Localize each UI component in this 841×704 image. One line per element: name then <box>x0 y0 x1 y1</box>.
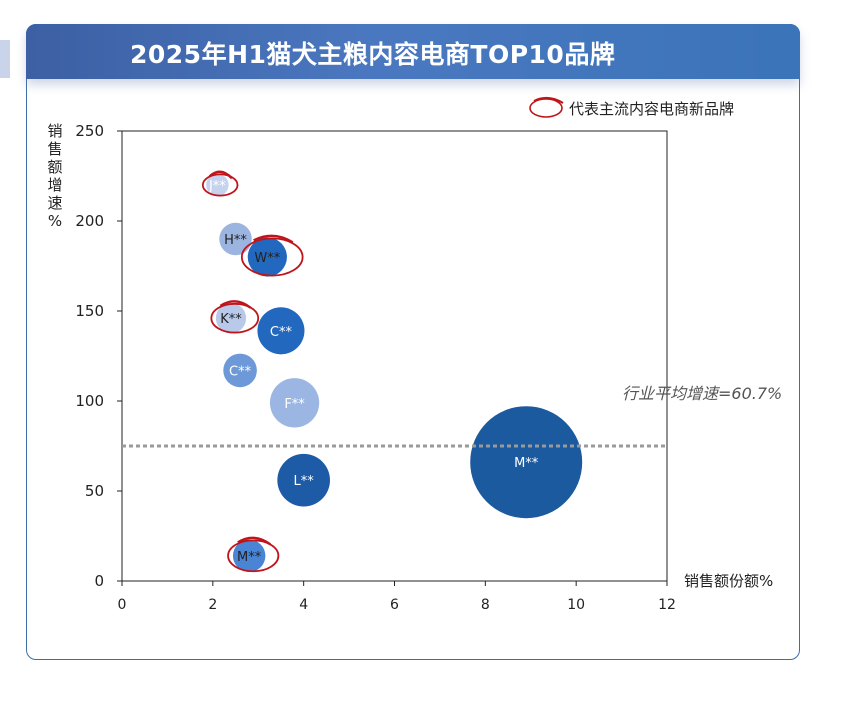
bubble-label: W** <box>254 251 280 266</box>
x-axis: 0 2 4 6 8 10 12 <box>118 581 676 613</box>
y-tick-label: 50 <box>85 482 104 500</box>
bubble-point <box>277 453 330 507</box>
x-tick-label: 0 <box>118 597 127 613</box>
legend-label: 代表主流内容电商新品牌 <box>569 100 734 118</box>
y-tick-label: 100 <box>75 392 104 410</box>
x-axis-label: 销售额份额% <box>684 572 773 590</box>
x-tick-label: 4 <box>299 597 308 613</box>
new-brand-ring <box>210 302 260 334</box>
legend: 代表主流内容电商新品牌 <box>529 97 734 118</box>
y-axis-label: 销售额增速% <box>47 122 62 230</box>
bubble-label: L** <box>294 474 315 489</box>
new-brand-ring <box>227 539 280 573</box>
y-tick-label: 150 <box>75 302 104 320</box>
page-title: 2025年H1猫犬主粮内容电商TOP10品牌 <box>130 40 616 69</box>
new-brand-swoosh <box>219 300 252 309</box>
x-tick-label: 12 <box>658 597 676 613</box>
bubble-point <box>470 406 583 519</box>
x-tick-label: 2 <box>208 597 217 613</box>
x-tick-label: 10 <box>567 597 585 613</box>
bubble-label: F** <box>284 397 305 412</box>
bubble-label: C** <box>270 325 293 340</box>
bubble-point <box>232 539 266 573</box>
bubble-label: C** <box>229 364 252 379</box>
bubble-label: H** <box>224 233 247 248</box>
plot-area <box>121 130 668 582</box>
y-tick-label: 0 <box>94 572 104 590</box>
bubble-label: J** <box>208 179 226 194</box>
y-axis: 0 50 100 150 200 250 <box>75 122 122 590</box>
bubble-series <box>206 173 583 573</box>
new-brand-swoosh <box>208 170 233 180</box>
bubble-point <box>223 353 257 388</box>
bubble-point <box>247 237 287 277</box>
new-brand-swoosh <box>237 536 271 546</box>
side-tab-decoration <box>0 40 10 78</box>
bubble-label: K** <box>220 312 242 327</box>
bubble-point <box>269 378 320 428</box>
new-brand-ring <box>240 237 304 277</box>
bubble-label: M** <box>237 550 262 565</box>
bubble-point <box>257 307 305 355</box>
y-tick-label: 200 <box>75 212 104 230</box>
bubble-point <box>215 303 247 334</box>
x-tick-label: 6 <box>390 597 399 613</box>
red-circle-mark-icon <box>529 98 563 118</box>
bubble-labels: J** H** W** C** K** C** F** L** M** M** <box>208 179 539 565</box>
y-tick-label: 250 <box>75 122 104 140</box>
bubble-point <box>206 173 229 197</box>
x-tick-label: 8 <box>481 597 490 613</box>
bubble-label: M** <box>514 456 539 471</box>
title-banner <box>26 24 800 79</box>
new-brand-swoosh <box>253 234 294 244</box>
new-brand-marks <box>201 170 304 573</box>
average-label: 行业平均增速=60.7% <box>622 384 782 403</box>
new-brand-ring <box>201 173 239 197</box>
bubble-point <box>219 222 252 256</box>
red-swoosh-icon <box>533 97 564 104</box>
